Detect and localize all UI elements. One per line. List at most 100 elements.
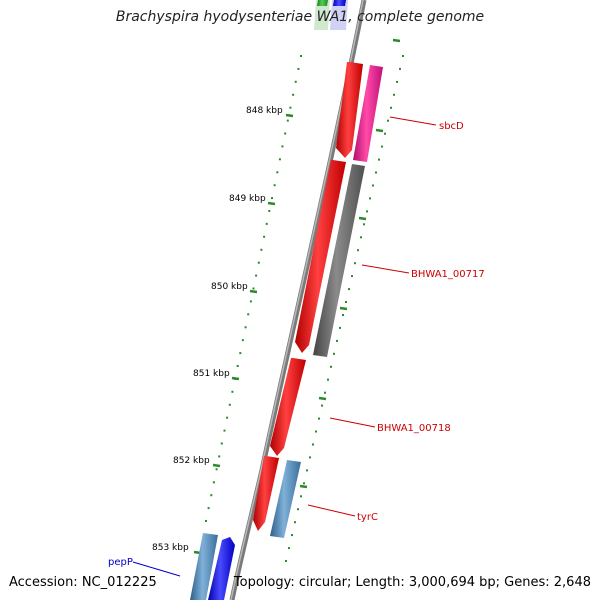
gene-label-sbcD: sbcD <box>439 121 464 132</box>
guide-dot-inner <box>228 403 231 406</box>
guide-dot-outer <box>288 547 290 550</box>
gene-label-tyrC: tyrC <box>357 512 378 523</box>
kbp-tick-853: 853 kbp <box>152 543 202 555</box>
guide-dot-inner <box>236 365 239 367</box>
guide-dot-inner <box>215 468 218 471</box>
guide-dot-outer <box>369 197 371 200</box>
guide-dot-inner <box>289 106 292 109</box>
guide-dot-outer <box>402 55 404 57</box>
guide-dot-inner <box>210 494 213 497</box>
guide-dot-inner <box>212 481 215 484</box>
guide-dot-outer <box>399 67 401 70</box>
guide-dot-inner <box>241 339 244 342</box>
guide-dot-inner <box>249 300 252 303</box>
guide-dot-inner <box>265 222 268 225</box>
guide-dot-outer <box>339 326 341 329</box>
guide-dot-outer <box>366 210 368 213</box>
genome-backbone <box>229 0 367 600</box>
guide-dot-outer <box>291 534 293 537</box>
gene-blue <box>208 537 235 600</box>
guide-dot-inner <box>294 80 297 83</box>
tick-label-850: 850 kbp <box>211 282 248 292</box>
guide-dot-inner <box>273 184 276 187</box>
kbp-tick-849: 849 kbp <box>229 194 276 206</box>
guide-dot-inner <box>252 287 255 290</box>
guide-dot-inner <box>300 55 302 57</box>
kbp-tick-851: 851 kbp <box>193 369 240 381</box>
guide-dot-inner <box>220 442 223 445</box>
guide-dot-outer <box>390 106 392 109</box>
guide-dot-inner <box>218 455 221 458</box>
guide-dot-inner <box>292 93 295 96</box>
guide-dot-inner <box>257 261 260 264</box>
callout-lines <box>307 116 437 517</box>
guide-dot-inner <box>255 274 258 277</box>
tick-label-851: 851 kbp <box>193 369 230 379</box>
guide-dot-inner <box>278 158 281 161</box>
guide-dot-outer <box>387 119 389 122</box>
guide-dot-inner <box>284 132 287 135</box>
gene-red-1 <box>336 62 363 158</box>
guide-dot-outer <box>312 443 314 446</box>
map-title: Brachyspira hyodysenteriae WA1, complete… <box>115 9 485 25</box>
guide-dot-outer <box>330 365 332 368</box>
top-gene-fragment-green <box>314 0 330 30</box>
topology-text: Topology: circular; Length: 3,000,694 bp… <box>233 575 591 590</box>
guide-dot-inner <box>260 248 263 251</box>
kbp-tick-848: 848 kbp <box>246 106 294 118</box>
genome-backbone-highlight <box>230 0 364 600</box>
guide-dot-outer <box>345 301 347 303</box>
guide-dot-outer <box>381 145 383 148</box>
guide-dot-outer <box>315 430 317 433</box>
guide-dot-outer <box>297 508 299 511</box>
guide-dot-inner <box>247 313 250 316</box>
guide-dot-outer <box>357 249 359 252</box>
guide-dot-inner <box>271 197 273 200</box>
top-gene-green <box>317 0 328 6</box>
accession-text: Accession: NC_012225 <box>9 575 157 590</box>
guide-dot-outer <box>342 314 344 316</box>
tick-label-849: 849 kbp <box>229 194 266 204</box>
guide-dot-inner <box>297 67 300 70</box>
tick-label-853: 853 kbp <box>152 543 189 553</box>
guide-dot-inner <box>239 352 242 355</box>
top-gene-blue <box>333 0 346 6</box>
top-gene-fragment-blue <box>330 0 348 30</box>
outer-ring-ticks <box>299 38 401 489</box>
guide-dot-inner <box>207 507 210 510</box>
guide-dot-outer <box>378 158 380 161</box>
guide-dot-inner <box>268 210 271 212</box>
gene-steelblue-2 <box>190 533 218 600</box>
guide-dot-outer <box>324 391 326 394</box>
guide-dot-outer <box>351 275 353 278</box>
gene-red-4 <box>253 456 279 531</box>
guide-dot-outer <box>384 132 386 135</box>
guide-dot-outer <box>318 417 320 420</box>
gene-red-2 <box>295 160 346 353</box>
gene-magenta <box>353 65 383 162</box>
guide-dot-outer <box>285 560 287 562</box>
guide-dot-outer <box>306 469 308 472</box>
guide-dot-outer <box>375 171 377 174</box>
guide-dot-outer <box>348 288 350 291</box>
guide-dot-inner <box>286 119 289 122</box>
guide-dot-outer <box>333 352 335 355</box>
guide-dot-outer <box>354 262 356 265</box>
gene-steelblue-1 <box>270 460 301 538</box>
guide-dot-inner <box>263 235 266 238</box>
guide-dot-outer <box>363 223 365 226</box>
guide-dot-inner <box>226 416 229 419</box>
guide-dot-outer <box>309 456 311 459</box>
guide-dot-outer <box>393 93 395 96</box>
guide-dot-inner <box>281 145 284 148</box>
guide-dot-outer <box>396 80 398 83</box>
guide-dot-outer <box>303 482 305 485</box>
guide-dot-outer <box>294 521 296 524</box>
guide-dot-outer <box>372 184 374 187</box>
gene-red-3 <box>270 358 306 456</box>
guide-dot-outer <box>336 339 338 342</box>
tick-label-852: 852 kbp <box>173 456 210 466</box>
guide-dot-outer <box>321 404 323 407</box>
kbp-tick-850: 850 kbp <box>211 282 258 294</box>
